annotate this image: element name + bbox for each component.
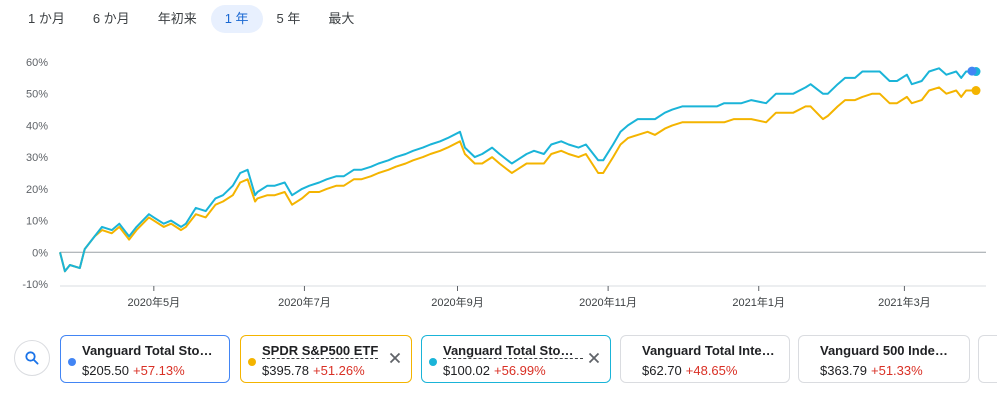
series-line <box>59 86 976 273</box>
chart-svg[interactable]: 60% 50% 40% 30% 20% 10% 0% -10% 2020年5月 2020年7月 20… <box>0 40 997 320</box>
y-tick-label: 30% <box>26 152 48 164</box>
card-name: Vanguard Total Sto… <box>82 343 213 358</box>
tab-1-month[interactable]: 1 か月 <box>28 11 65 26</box>
x-tick-label: 2020年7月 <box>278 295 331 309</box>
y-tick-label: 20% <box>26 184 48 196</box>
card-name: SPDR S&P500 ETF <box>262 343 379 359</box>
range-tabs: 1 か月 6 か月 年初来 1 年 5 年 最大 <box>14 5 368 33</box>
card-name: Vanguard Total Inte… <box>642 343 775 358</box>
comparison-chart[interactable]: 60% 50% 40% 30% 20% 10% 0% -10% 2020年5月 2020年7月 20… <box>0 40 997 320</box>
compare-card-vti[interactable]: Vanguard Total Sto… $205.50 +57.13% <box>60 335 230 383</box>
card-price-row: $363.79 +51.33% <box>820 363 923 378</box>
tab-max[interactable]: 最大 <box>328 11 355 26</box>
card-price: $100.02 <box>443 363 490 378</box>
card-price: $395.78 <box>262 363 309 378</box>
x-tick-label: 2020年5月 <box>128 295 181 309</box>
card-change: +57.13% <box>133 363 185 378</box>
card-name: Vanguard Total Sto… <box>443 343 583 359</box>
card-change: +51.26% <box>313 363 365 378</box>
series-dot-icon <box>429 358 437 366</box>
y-tick-label: 0% <box>32 247 48 259</box>
search-icon <box>25 351 39 365</box>
card-price-row: $395.78 +51.26% <box>262 363 365 378</box>
card-price-row: $205.50 +57.13% <box>82 363 185 378</box>
x-tick-label: 2020年11月 <box>579 295 637 309</box>
series-end-marker <box>971 86 981 96</box>
x-tick-label: 2021年3月 <box>878 295 931 309</box>
y-tick-label: 50% <box>26 89 48 101</box>
y-tick-label: 40% <box>26 120 48 132</box>
x-tick-label: 2020年9月 <box>431 295 484 309</box>
card-price: $363.79 <box>820 363 867 378</box>
card-change: +56.99% <box>494 363 546 378</box>
compare-card-spy[interactable]: SPDR S&P500 ETF $395.78 +51.26% <box>240 335 412 383</box>
tab-5-years[interactable]: 5 年 <box>276 11 301 26</box>
compare-bar: Vanguard Total Sto… $205.50 +57.13% SPDR … <box>0 333 997 385</box>
card-price: $205.50 <box>82 363 129 378</box>
y-tick-label: 60% <box>26 57 48 69</box>
series-dot-icon <box>248 358 256 366</box>
close-icon[interactable] <box>387 350 403 366</box>
compare-card-overflow[interactable] <box>978 335 997 383</box>
close-icon[interactable] <box>586 350 602 366</box>
x-tick-label: 2021年1月 <box>732 295 785 309</box>
search-button[interactable] <box>14 340 50 376</box>
card-price-row: $62.70 +48.65% <box>642 363 737 378</box>
card-price: $62.70 <box>642 363 682 378</box>
card-price-row: $100.02 +56.99% <box>443 363 546 378</box>
tab-6-months[interactable]: 6 か月 <box>92 11 130 26</box>
tab-ytd[interactable]: 年初来 <box>157 11 197 26</box>
tab-1-year[interactable]: 1 年 <box>210 5 263 33</box>
series-dot-icon <box>68 358 76 366</box>
card-name: Vanguard 500 Inde… <box>820 343 948 358</box>
series-end-marker <box>967 66 977 76</box>
series-line <box>59 67 976 273</box>
y-tick-label: -10% <box>22 279 48 291</box>
y-tick-label: 10% <box>26 216 48 228</box>
compare-card-vtsax[interactable]: Vanguard Total Sto… $100.02 +56.99% <box>421 335 611 383</box>
compare-card-vfiax[interactable]: Vanguard 500 Inde… $363.79 +51.33% <box>798 335 970 383</box>
compare-card-vxus[interactable]: Vanguard Total Inte… $62.70 +48.65% <box>620 335 790 383</box>
card-change: +48.65% <box>685 363 738 378</box>
card-change: +51.33% <box>871 363 923 378</box>
